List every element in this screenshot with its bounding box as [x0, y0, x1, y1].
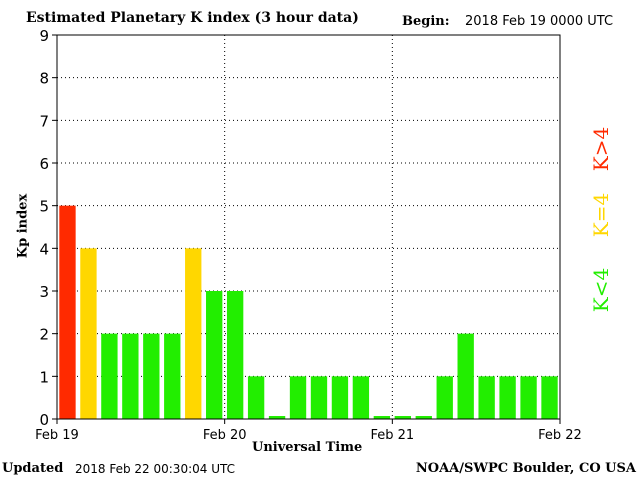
- x-axis-title: Universal Time: [252, 440, 363, 455]
- legend-k-equal-4: K=4: [589, 192, 613, 238]
- credit-text: NOAA/SWPC Boulder, CO USA: [415, 461, 636, 476]
- kp-bar: [520, 376, 537, 419]
- kp-bar: [59, 205, 76, 419]
- kp-bar: [394, 416, 411, 419]
- y-tick-label: 6: [39, 155, 49, 173]
- legend-k-less-4: K<4: [589, 267, 613, 313]
- kp-bar: [289, 376, 307, 419]
- begin-label: Begin:: [402, 14, 450, 29]
- kp-bar: [226, 291, 244, 419]
- kp-bar: [499, 376, 516, 419]
- kp-bar: [143, 333, 160, 419]
- begin-value: 2018 Feb 19 0000 UTC: [465, 14, 614, 29]
- kp-bar: [247, 376, 265, 419]
- kp-bar: [352, 376, 370, 419]
- x-tick-label: Feb 20: [203, 428, 247, 443]
- y-axis-title: Kp index: [15, 193, 31, 259]
- legend-k-greater-4: K>4: [589, 126, 613, 172]
- kp-bar: [373, 416, 391, 419]
- kp-bar: [310, 376, 328, 419]
- x-tick-label: Feb 21: [370, 428, 414, 443]
- x-tick-label: Feb 19: [35, 428, 79, 443]
- y-tick-label: 5: [39, 198, 49, 216]
- y-tick-label: 9: [39, 27, 49, 45]
- kp-bar: [478, 376, 495, 419]
- kp-bar: [268, 416, 286, 419]
- chart-title: Estimated Planetary K index (3 hour data…: [26, 10, 359, 26]
- updated-timestamp: 2018 Feb 22 00:30:04 UTC: [75, 462, 235, 476]
- y-tick-label: 8: [39, 70, 49, 88]
- kp-bar: [415, 416, 432, 419]
- y-tick-label: 2: [39, 326, 49, 344]
- y-tick-label: 3: [39, 283, 49, 301]
- plot-frame: [56, 34, 561, 420]
- x-tick-label: Feb 22: [538, 428, 582, 443]
- y-tick-label: 0: [39, 411, 49, 429]
- kp-bar: [206, 291, 223, 419]
- kp-bar: [80, 248, 97, 419]
- y-tick-label: 4: [39, 240, 49, 258]
- updated-label: Updated: [2, 461, 64, 476]
- kp-bar: [164, 333, 181, 419]
- kp-bar: [541, 376, 558, 419]
- kp-bar: [185, 248, 202, 419]
- y-tick-label: 7: [39, 112, 49, 130]
- y-tick-label: 1: [39, 368, 49, 386]
- kp-bar: [457, 333, 474, 419]
- kp-bar: [101, 333, 118, 419]
- kp-bar: [122, 333, 139, 419]
- kp-bar: [436, 376, 453, 419]
- kp-bar: [331, 376, 349, 419]
